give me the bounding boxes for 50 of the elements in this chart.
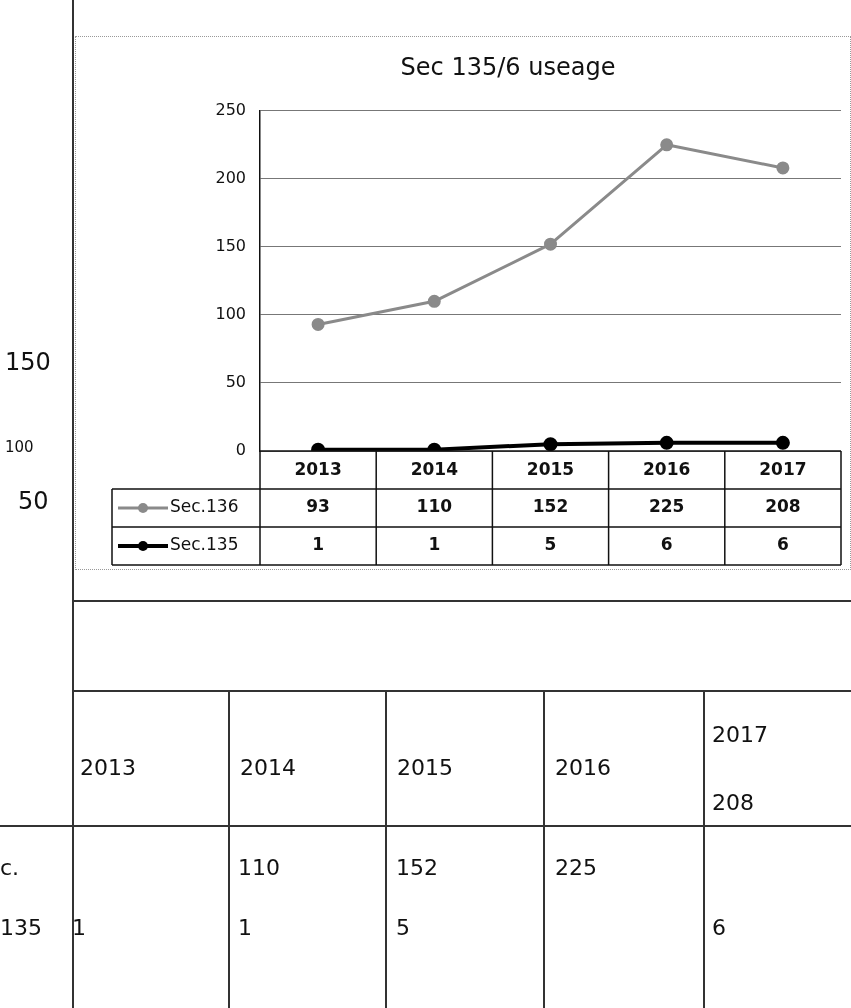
text: 5 bbox=[396, 915, 410, 940]
chart-title: Sec 135/6 useage bbox=[400, 52, 616, 81]
data-label: 93 bbox=[306, 496, 330, 517]
data-label: 6 bbox=[776, 534, 789, 555]
legend-label: Sec.136 bbox=[170, 496, 239, 517]
data-label: 225 bbox=[648, 496, 685, 517]
x-tick-label: 2016 bbox=[643, 458, 691, 479]
data-label: 208 bbox=[765, 496, 801, 517]
text: 2014 bbox=[240, 755, 296, 780]
point bbox=[660, 138, 674, 152]
text: 2015 bbox=[397, 755, 453, 780]
y-tick-label: 200 bbox=[215, 168, 246, 187]
y-tick-label: 0 bbox=[235, 440, 246, 460]
x-tick-label: 2015 bbox=[526, 458, 575, 479]
y-tick-label: 150 bbox=[215, 236, 246, 256]
text: 208 bbox=[712, 790, 754, 815]
text: 1 bbox=[238, 915, 252, 940]
text: 2017 bbox=[712, 722, 768, 747]
text: 225 bbox=[555, 855, 597, 880]
text: 50 bbox=[18, 487, 49, 515]
y-tick-label: 50 bbox=[225, 372, 246, 392]
x-tick-label: 2013 bbox=[294, 458, 342, 479]
legend-label: Sec.135 bbox=[170, 534, 239, 555]
point bbox=[311, 317, 325, 331]
text: 150 bbox=[5, 348, 51, 376]
text: 110 bbox=[238, 855, 280, 880]
point bbox=[544, 237, 557, 251]
data-label: 6 bbox=[660, 534, 673, 555]
data-label: 110 bbox=[416, 496, 453, 517]
data-label: 152 bbox=[532, 496, 569, 517]
point bbox=[427, 294, 441, 308]
point bbox=[775, 435, 790, 450]
data-label: 5 bbox=[544, 534, 557, 555]
x-tick-label: 2014 bbox=[410, 458, 459, 479]
text: 135 bbox=[0, 915, 42, 940]
x-tick-label: 2017 bbox=[759, 458, 807, 479]
text: 100 bbox=[5, 438, 34, 456]
text: 1 bbox=[72, 915, 86, 940]
y-tick-label: 100 bbox=[215, 304, 246, 324]
point bbox=[776, 161, 790, 175]
text: c. bbox=[0, 855, 20, 880]
data-label: 1 bbox=[312, 534, 325, 555]
text: 6 bbox=[712, 915, 726, 940]
data-label: 1 bbox=[428, 534, 441, 555]
point bbox=[659, 435, 674, 450]
y-tick-label: 250 bbox=[215, 99, 246, 119]
text: 2016 bbox=[555, 755, 611, 780]
text: 2013 bbox=[80, 755, 136, 780]
text: 152 bbox=[396, 855, 438, 880]
point bbox=[543, 437, 558, 451]
